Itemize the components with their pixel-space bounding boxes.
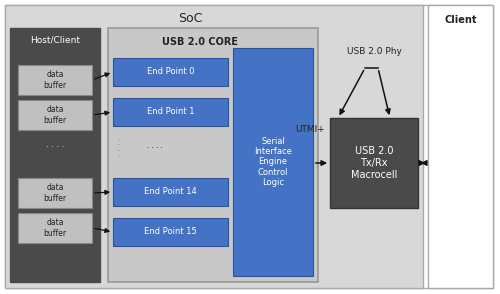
Text: USB 2.0 CORE: USB 2.0 CORE <box>162 37 238 47</box>
Text: UTMI+: UTMI+ <box>295 126 325 134</box>
Text: data
buffer: data buffer <box>44 70 66 90</box>
Text: USB 2.0 Phy: USB 2.0 Phy <box>346 48 402 56</box>
Text: · · · ·: · · · · <box>147 145 163 151</box>
Text: End Point 0: End Point 0 <box>147 68 194 76</box>
Bar <box>18 213 92 243</box>
Text: ·
·
·
·: · · · · <box>117 137 119 159</box>
Text: data
buffer: data buffer <box>44 105 66 125</box>
Bar <box>10 28 100 282</box>
Bar <box>18 178 92 208</box>
Text: End Point 1: End Point 1 <box>147 108 194 116</box>
Bar <box>113 218 228 246</box>
Bar <box>233 48 313 276</box>
Text: SoC: SoC <box>178 11 202 24</box>
Bar <box>113 98 228 126</box>
Text: data
buffer: data buffer <box>44 183 66 203</box>
Bar <box>113 178 228 206</box>
Text: End Point 15: End Point 15 <box>144 228 197 236</box>
Bar <box>113 58 228 86</box>
Bar <box>18 100 92 130</box>
Text: Serial
Interface
Engine
Control
Logic: Serial Interface Engine Control Logic <box>254 137 292 187</box>
Text: Client: Client <box>445 15 477 25</box>
Bar <box>428 5 493 288</box>
Bar <box>5 5 423 288</box>
Text: · · · ·: · · · · <box>46 143 64 153</box>
Bar <box>330 118 418 208</box>
Text: Host/Client: Host/Client <box>30 36 80 44</box>
Bar <box>18 65 92 95</box>
Bar <box>108 28 318 282</box>
Text: USB 2.0
Tx/Rx
Macrocell: USB 2.0 Tx/Rx Macrocell <box>351 146 397 180</box>
Text: End Point 14: End Point 14 <box>144 188 197 196</box>
Text: data
buffer: data buffer <box>44 218 66 238</box>
